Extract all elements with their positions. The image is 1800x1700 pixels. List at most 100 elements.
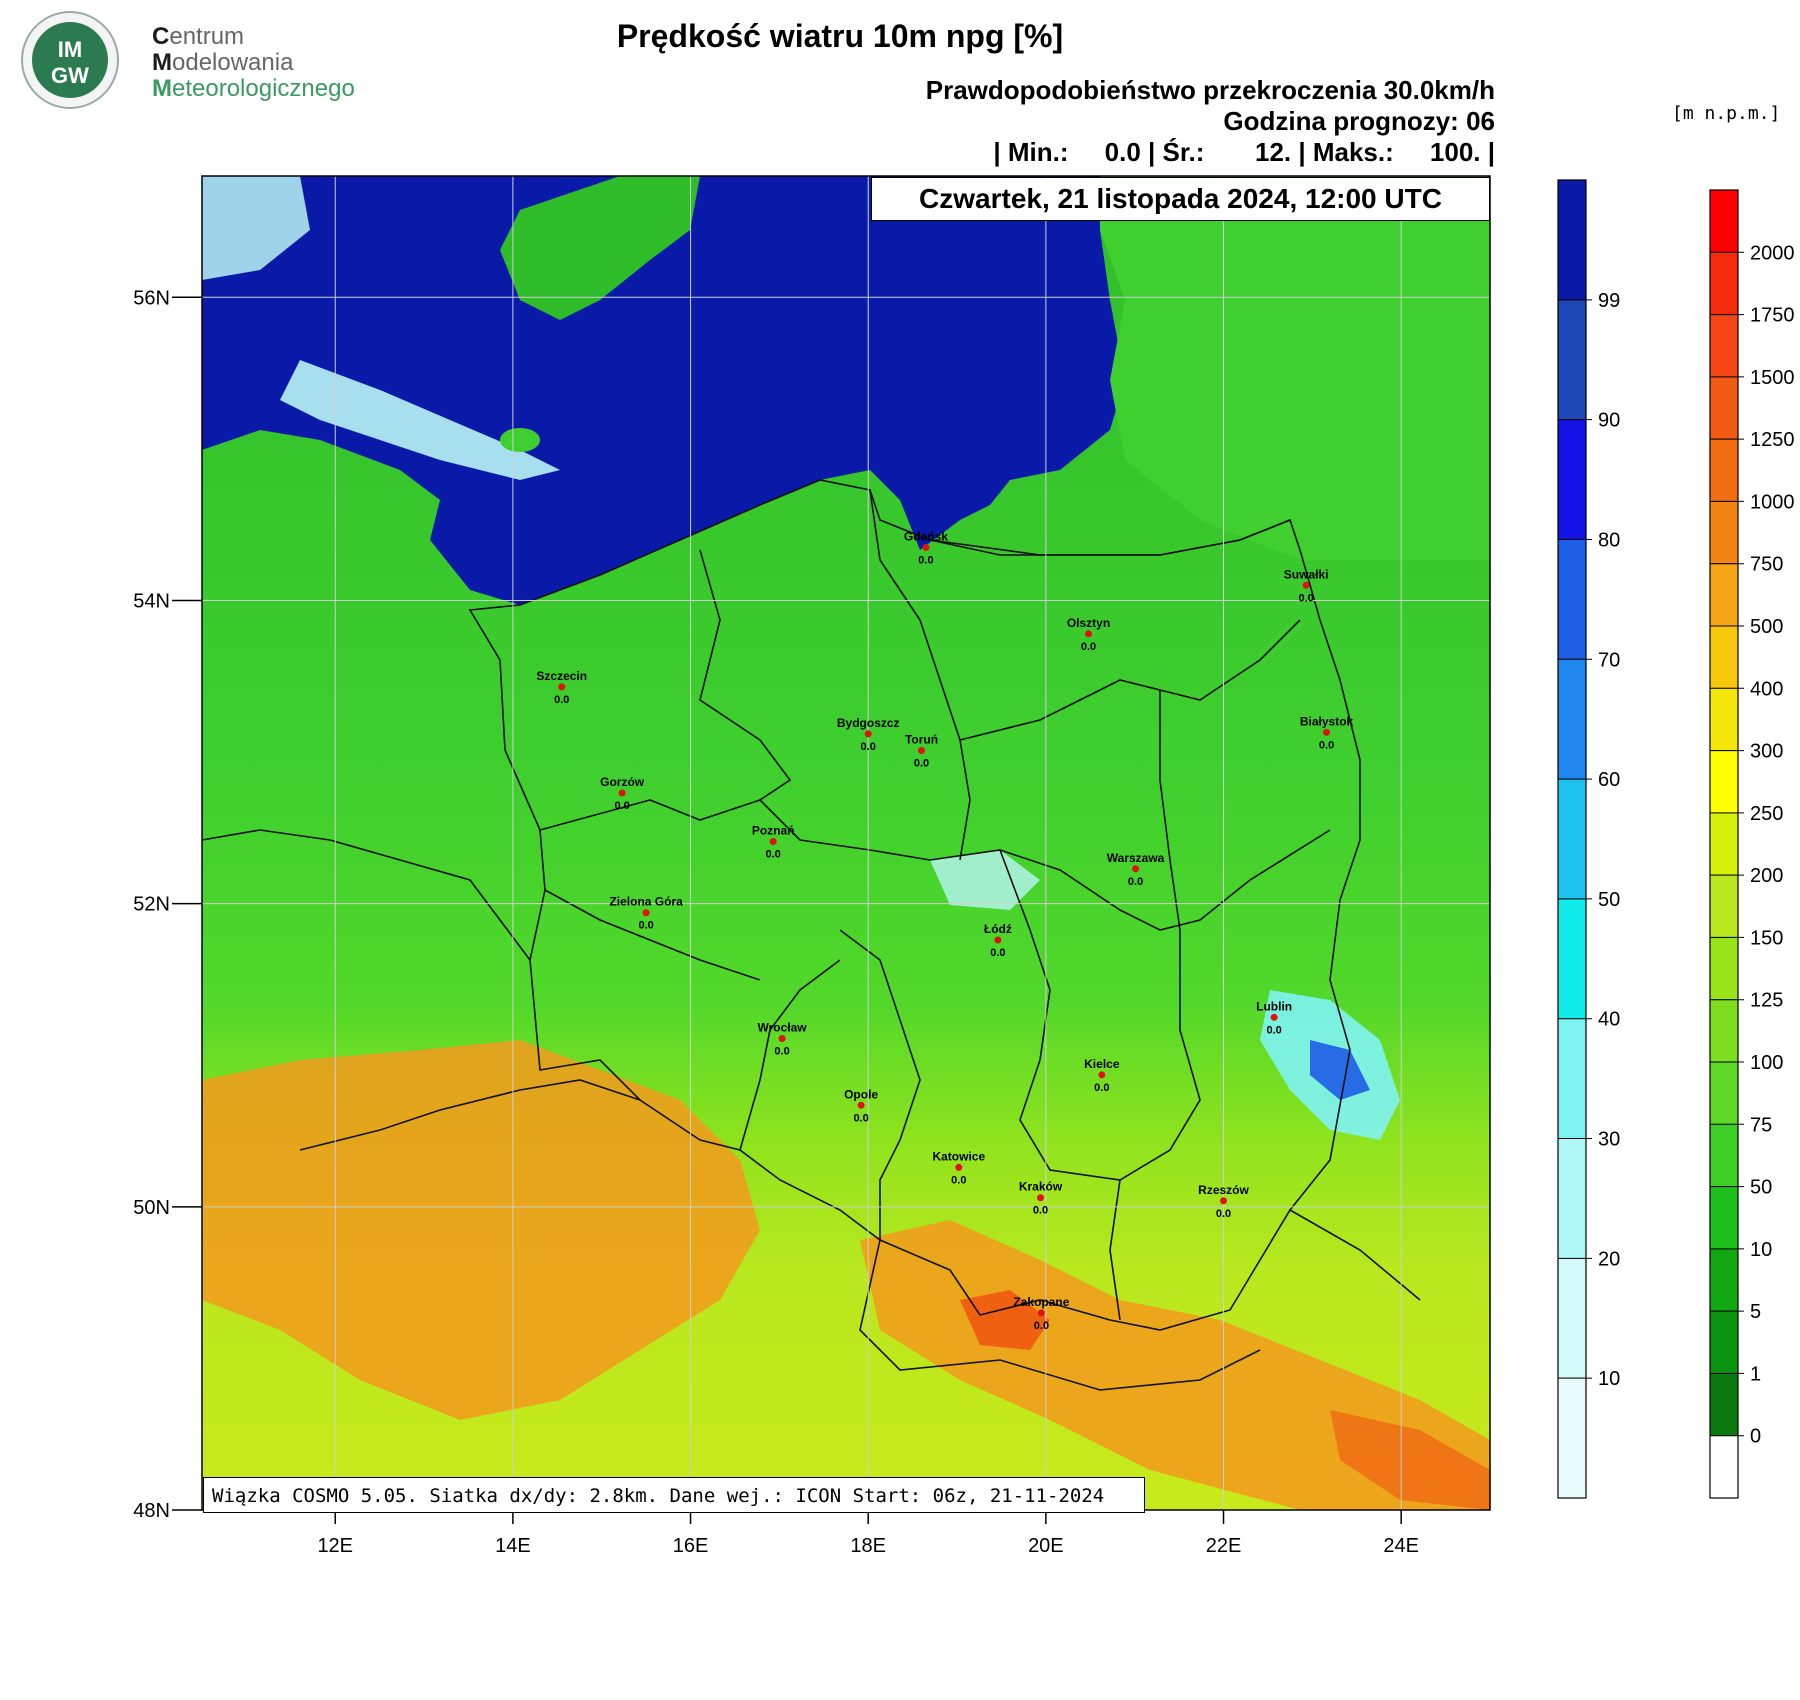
colorbar-label: 400 bbox=[1750, 678, 1783, 700]
city-value: 0.0 bbox=[951, 1174, 966, 1186]
colorbar-label: 1750 bbox=[1750, 305, 1795, 327]
colorbar-label: 1000 bbox=[1750, 491, 1795, 513]
colorbar-label: 0 bbox=[1750, 1426, 1761, 1448]
poland-border bbox=[468, 479, 1361, 1331]
colorbar-label: 150 bbox=[1750, 927, 1783, 949]
city-dot bbox=[1098, 1071, 1106, 1079]
city-name: Zakopane bbox=[1013, 1295, 1069, 1309]
colorbar-frame bbox=[1709, 189, 1739, 1499]
colorbar-label: 50 bbox=[1750, 1177, 1772, 1199]
colorbar-label: 30 bbox=[1598, 1129, 1620, 1151]
city-name: Olsztyn bbox=[1067, 616, 1110, 630]
coastal-zone-west bbox=[202, 176, 310, 280]
chart-title: Prędkość wiatru 10m npg [%] bbox=[616, 18, 1064, 54]
city-value: 0.0 bbox=[1081, 641, 1096, 653]
city-marker: Łódź 0.0 bbox=[984, 922, 1012, 959]
city-value: 0.0 bbox=[1216, 1208, 1231, 1220]
colorbar-label: 60 bbox=[1598, 769, 1620, 791]
voiv-8 bbox=[739, 959, 841, 1151]
city-value: 0.0 bbox=[554, 694, 569, 706]
logo-badge-bottom: GW bbox=[51, 63, 89, 88]
carpathian-ridge-east bbox=[1330, 1410, 1490, 1510]
carpathians-upland bbox=[860, 1220, 1490, 1510]
colorbar-segment bbox=[1709, 1061, 1739, 1125]
colorbar-label: 10 bbox=[1750, 1239, 1772, 1261]
city-marker: Kraków 0.0 bbox=[1019, 1180, 1063, 1217]
colorbar-label: 80 bbox=[1598, 529, 1620, 551]
germany-east bbox=[201, 829, 531, 961]
colorbar-label: 125 bbox=[1750, 990, 1783, 1012]
voiv-6 bbox=[839, 929, 921, 1240]
city-value: 0.0 bbox=[1319, 739, 1334, 751]
city-marker: Katowice 0.0 bbox=[932, 1149, 985, 1186]
sudetes-bohemia-upland bbox=[202, 1040, 760, 1420]
colorbar-label: 500 bbox=[1750, 616, 1783, 638]
city-marker: Gorzów 0.0 bbox=[600, 775, 645, 812]
city-name: Gdańsk bbox=[904, 529, 948, 543]
colorbar-label: 100 bbox=[1750, 1052, 1783, 1074]
colorbar-segment bbox=[1709, 999, 1739, 1063]
city-marker: Szczecin 0.0 bbox=[536, 669, 587, 706]
city-value: 0.0 bbox=[861, 741, 876, 753]
colorbar-segment bbox=[1709, 189, 1739, 253]
city-marker: Opole 0.0 bbox=[844, 1087, 878, 1124]
colorbar-segment bbox=[1557, 539, 1587, 660]
city-name: Toruń bbox=[905, 733, 938, 747]
city-value: 0.0 bbox=[638, 920, 653, 932]
probability-colorbar: 99 90 80 70 60 50 40 30 20 10 bbox=[1557, 179, 1620, 1499]
colorbar-segment bbox=[1709, 1310, 1739, 1374]
colorbar-segment bbox=[1709, 937, 1739, 1001]
colorbar-segment bbox=[1709, 563, 1739, 627]
colorbar-segment bbox=[1709, 1435, 1739, 1499]
city-name: Szczecin bbox=[536, 669, 587, 683]
colorbar-segment bbox=[1709, 1186, 1739, 1250]
city-name: Bydgoszcz bbox=[837, 716, 900, 730]
city-marker: Lublin 0.0 bbox=[1256, 999, 1292, 1036]
colorbar-label: 40 bbox=[1598, 1009, 1620, 1031]
colorbar-label: 70 bbox=[1598, 649, 1620, 671]
colorbar-label: 5 bbox=[1750, 1301, 1761, 1323]
city-marker: Toruń 0.0 bbox=[905, 733, 938, 770]
city-dot bbox=[1220, 1197, 1228, 1205]
colorbar-segment bbox=[1709, 750, 1739, 814]
coastal-shallow-zone bbox=[280, 360, 560, 480]
city-marker: Białystok 0.0 bbox=[1300, 714, 1354, 751]
lon-tick-label: 12E bbox=[317, 1535, 353, 1557]
lat-tick-label: 50N bbox=[133, 1197, 170, 1219]
city-markers: Gdańsk 0.0 Suwałki 0.0 Olsztyn 0.0 Szczecin 0.0… bbox=[536, 529, 1353, 1332]
city-name: Opole bbox=[844, 1087, 878, 1101]
kaliningrad-border bbox=[929, 519, 1291, 556]
city-name: Rzeszów bbox=[1198, 1183, 1249, 1197]
city-name: Gorzów bbox=[600, 775, 645, 789]
lat-tick-label: 54N bbox=[133, 590, 170, 612]
city-dot bbox=[1302, 581, 1310, 589]
city-dot bbox=[1132, 865, 1140, 873]
probability-patch-central bbox=[930, 850, 1040, 910]
colorbar-label: 20 bbox=[1598, 1248, 1620, 1270]
city-marker: Zakopane 0.0 bbox=[1013, 1295, 1069, 1332]
colorbar-segment bbox=[1709, 1248, 1739, 1312]
city-marker: Warszawa 0.0 bbox=[1107, 851, 1165, 888]
elevation-colorbar: 2000175015001250100075050040030025020015… bbox=[1709, 189, 1795, 1499]
city-dot bbox=[857, 1101, 865, 1109]
city-value: 0.0 bbox=[1298, 592, 1313, 604]
colorbar-segment bbox=[1709, 438, 1739, 502]
model-info: Wiązka COSMO 5.05. Siatka dx/dy: 2.8km. … bbox=[203, 1477, 1145, 1513]
city-name: Łódź bbox=[984, 922, 1012, 936]
city-dot bbox=[778, 1035, 786, 1043]
colorbar-segment bbox=[1709, 501, 1739, 565]
colorbar-label: 1 bbox=[1750, 1363, 1761, 1385]
city-dot bbox=[769, 837, 777, 845]
colorbar-label: 300 bbox=[1750, 741, 1783, 763]
city-name: Białystok bbox=[1300, 714, 1354, 728]
colorbar-segment bbox=[1557, 1377, 1587, 1499]
city-name: Wrocław bbox=[757, 1021, 807, 1035]
colorbar-segment bbox=[1709, 1123, 1739, 1187]
city-dot bbox=[922, 543, 930, 551]
city-value: 0.0 bbox=[1034, 1320, 1049, 1332]
colorbar-segment bbox=[1709, 251, 1739, 315]
lon-tick-label: 24E bbox=[1383, 1535, 1419, 1557]
city-marker: Olsztyn 0.0 bbox=[1067, 616, 1110, 653]
city-marker: Poznań 0.0 bbox=[752, 823, 795, 860]
colorbar-segment bbox=[1709, 874, 1739, 938]
